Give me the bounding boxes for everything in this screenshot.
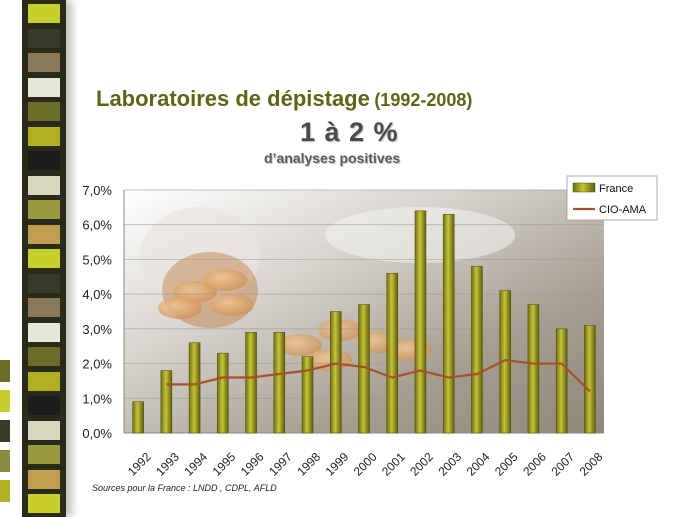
stripe-block [0,390,10,412]
y-tick-label: 3,0% [82,322,112,337]
x-tick-label: 1996 [238,450,267,479]
x-tick-label: 1994 [181,450,210,479]
y-tick-label: 0,0% [82,426,112,441]
stripe-block [0,450,10,472]
x-tick-label: 2000 [351,450,380,479]
stripe-block [28,396,60,415]
headline-subtitle: d’analyses positives [264,150,401,166]
y-tick-label: 2,0% [82,357,112,372]
x-tick-label: 2003 [435,450,464,479]
x-tick-label: 2001 [379,450,408,479]
stripe-block [28,53,60,72]
bar-france [386,273,398,434]
x-tick-label: 1992 [125,450,154,479]
slide-title-text: Laboratoires de dépistage [96,86,370,111]
bar-france [527,304,540,434]
stripe-block [28,102,60,121]
x-tick-label: 2007 [548,450,577,479]
stripe-block [28,126,60,146]
stripe-block [0,480,10,502]
stripe-block [0,420,10,442]
pill-image [278,334,322,356]
bar-france [584,325,596,434]
bar-france [301,356,314,434]
bar-france [330,311,342,434]
x-tick-label: 2005 [492,450,521,479]
stripe-block [28,273,60,293]
pill-image [158,297,202,319]
stripe-block [28,494,60,513]
bar-france [217,352,229,434]
pill-image [203,269,247,291]
x-tick-label: 1995 [210,450,239,479]
x-tick-label: 1997 [266,450,295,479]
stripe-block [0,360,10,382]
bar-france [414,210,427,434]
legend-label-france: France [599,183,633,195]
bar-france [132,401,144,434]
legend-swatch-france [572,182,596,193]
y-tick-label: 1,0% [82,391,112,406]
stripe-block [28,151,60,170]
decorative-stripe-bar [22,0,66,517]
stripe-block [28,347,60,366]
stripe-block [28,28,60,48]
x-tick-label: 1999 [323,450,352,479]
stripe-block [28,371,60,391]
bar-france [555,328,568,434]
source-note: Sources pour la France : LNDD , CDPL, AF… [92,483,277,493]
x-tick-label: 2002 [407,450,436,479]
stripe-block [28,224,60,244]
stripe-block [28,420,60,440]
stripe-block [28,249,60,268]
x-tick-label: 2004 [464,450,493,479]
stripe-block [28,322,60,342]
headline-value: 1 à 2 % [300,117,399,147]
y-tick-label: 6,0% [82,218,112,233]
bar-france [188,342,201,434]
y-tick-label: 5,0% [82,252,112,267]
bar-france [245,332,257,434]
stripe-block [28,175,60,195]
stripe-block [28,4,60,23]
stripe-block [28,200,60,219]
x-tick-label: 2008 [577,450,606,479]
x-tick-label: 1993 [153,450,182,479]
bar-france [160,370,173,434]
y-tick-label: 7,0% [82,183,112,198]
stripe-block [28,469,60,489]
y-tick-label: 4,0% [82,287,112,302]
bar-france [442,214,455,434]
stripe-block [28,445,60,464]
decorative-left-blocks [0,360,14,517]
bar-france [273,332,286,434]
stripe-block [28,77,60,97]
legend-label-cio-ama: CIO-AMA [599,204,647,216]
x-tick-label: 1998 [294,450,323,479]
pill-image [210,294,254,316]
line-cio-ama [166,358,591,393]
slide-title: Laboratoires de dépistage (1992-2008) [96,86,472,112]
x-tick-label: 2006 [520,450,549,479]
slide-title-years: (1992-2008) [374,90,473,110]
stripe-block [28,298,60,317]
bar-france [471,266,483,434]
